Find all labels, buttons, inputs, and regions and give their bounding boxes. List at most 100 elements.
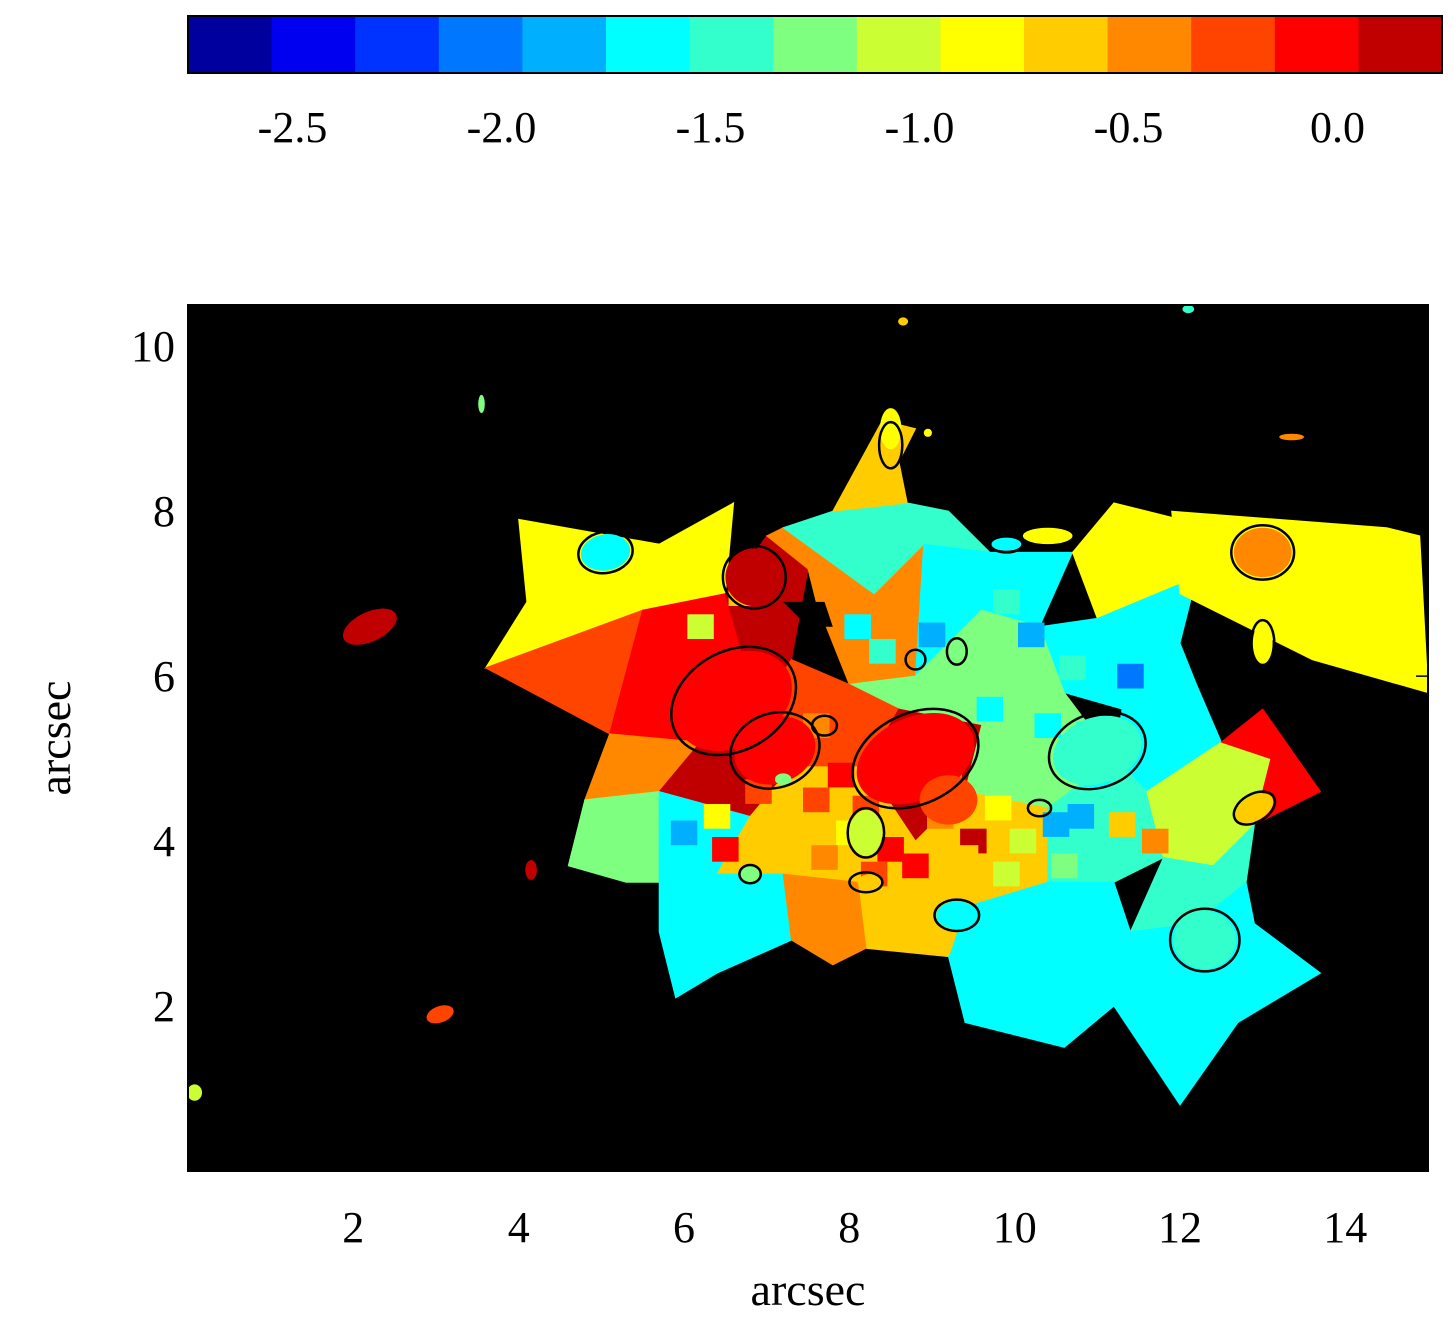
flux-contour — [1026, 798, 1053, 818]
bin-cell — [1042, 812, 1070, 837]
colorbar-swatch — [438, 16, 523, 73]
flux-contour — [945, 636, 968, 666]
bin-cell — [1067, 804, 1095, 829]
bin-cell — [1108, 812, 1136, 837]
bin-cell — [1142, 828, 1169, 854]
colorbar-tick-label: -1.5 — [676, 103, 746, 152]
y-tick-label: 2 — [153, 982, 175, 1031]
binned-map — [188, 305, 1428, 1106]
source-blob — [1233, 527, 1292, 578]
bin-cell — [1018, 622, 1045, 648]
bin-cell — [918, 622, 946, 648]
y-tick-label: 4 — [153, 817, 175, 866]
bin-region — [658, 873, 793, 999]
source-blob — [734, 716, 816, 785]
flux-contour — [877, 420, 904, 470]
bin-cell — [786, 820, 813, 846]
bin-cell — [993, 861, 1020, 887]
flux-contour — [669, 645, 798, 757]
plot-frame — [187, 304, 1429, 1172]
bin-cell — [803, 787, 830, 813]
source-blob — [342, 608, 397, 645]
bin-region — [1220, 708, 1322, 826]
y-tick-label: 10 — [131, 322, 175, 371]
y-tick-label: 8 — [153, 487, 175, 536]
flux-contour — [851, 707, 980, 810]
plot-area: 2 4 6 8 10 12 14 2 4 6 8 10 — [131, 304, 1429, 1252]
source-blob — [991, 537, 1022, 551]
source-blob — [478, 394, 485, 414]
flux-contour — [846, 806, 886, 859]
colorbar-tick-label: -0.5 — [1094, 103, 1164, 152]
bin-cell — [902, 853, 929, 879]
bin-cell — [1001, 746, 1028, 771]
source-blob — [880, 408, 902, 450]
flux-contour — [1047, 710, 1147, 791]
source-blob — [1173, 911, 1237, 969]
bin-cell — [844, 614, 871, 639]
bin-cell — [869, 639, 896, 664]
colorbar-ticks: -2.5 -2.0 -1.5 -1.0 -0.5 0.0 — [258, 103, 1365, 152]
source-blob — [580, 534, 631, 571]
bin-cell — [703, 804, 731, 829]
colorbar-swatch — [856, 16, 941, 73]
x-tick-label: 10 — [993, 1203, 1037, 1252]
bin-region — [947, 955, 1115, 1048]
x-tick-label: 14 — [1323, 1203, 1367, 1252]
bin-cell — [1059, 655, 1086, 681]
source-blob — [1235, 793, 1274, 824]
source-blob — [1279, 433, 1304, 441]
flux-contour — [1168, 907, 1241, 973]
x-tick-label: 2 — [342, 1203, 364, 1252]
flux-contour — [1249, 618, 1276, 668]
source-blob — [525, 860, 537, 880]
y-axis-ticks: 2 4 6 8 10 — [131, 322, 1428, 1031]
masked-bin — [783, 601, 833, 627]
y-axis-label: arcsec — [29, 681, 80, 796]
source-blob — [1053, 715, 1142, 786]
colorbar-tick-label: -2.5 — [258, 103, 328, 152]
bin-region — [782, 873, 867, 966]
bin-cell — [993, 589, 1020, 615]
source-blob — [1182, 305, 1195, 314]
colorbar-tick-label: 0.0 — [1310, 103, 1365, 152]
source-blob — [936, 901, 978, 930]
colorbar-swatch — [1107, 16, 1192, 73]
flux-contour — [1019, 524, 1076, 548]
x-axis-ticks: 2 4 6 8 10 12 14 — [342, 305, 1367, 1252]
source-blob — [774, 773, 792, 785]
colorbar-swatch — [188, 16, 273, 73]
colorbar-swatch — [355, 16, 440, 73]
flux-contour — [810, 714, 839, 737]
bin-cell — [1117, 663, 1144, 689]
source-blob — [898, 317, 909, 326]
bin-region — [567, 791, 660, 883]
colorbar-swatch — [1024, 16, 1109, 73]
source-blob — [923, 428, 933, 437]
colorbar-swatch — [773, 16, 858, 73]
colorbar-swatch — [606, 16, 691, 73]
bin-cell — [687, 614, 714, 639]
colorbar-tick-label: -2.0 — [467, 103, 537, 152]
bin-cell — [976, 696, 1004, 722]
colorbar-swatch — [1191, 16, 1276, 73]
y-tick-label: 6 — [153, 652, 175, 701]
colorbar-swatch — [1358, 16, 1443, 73]
flux-contour — [1230, 523, 1296, 581]
colorbar-frame — [187, 15, 1443, 74]
bin-cell — [670, 820, 698, 846]
source-blob — [725, 548, 784, 607]
bin-cell — [984, 795, 1012, 821]
x-tick-label: 12 — [1158, 1203, 1202, 1252]
flux-contour — [577, 530, 634, 575]
bin-cell — [1051, 853, 1078, 879]
flux-contour — [933, 898, 981, 933]
flux-contour — [904, 648, 927, 671]
x-tick-label: 8 — [838, 1203, 860, 1252]
source-blob — [740, 865, 760, 883]
flux-contour — [848, 871, 884, 894]
colorbar-tick-label: -1.0 — [885, 103, 955, 152]
colorbar-swatch — [940, 16, 1025, 73]
bin-cell — [951, 845, 979, 870]
